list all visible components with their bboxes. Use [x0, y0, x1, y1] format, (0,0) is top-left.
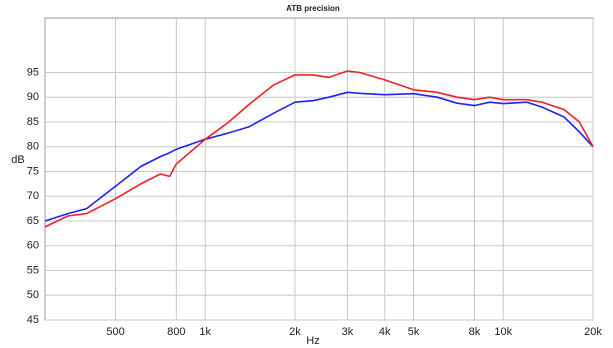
- y-tick-label: 90: [27, 91, 39, 103]
- y-axis-label: dB: [11, 154, 24, 166]
- x-tick-label: 8k: [469, 326, 481, 338]
- x-tick-label: 10k: [494, 326, 512, 338]
- x-tick-label: 2k: [289, 326, 301, 338]
- chart-title: ATB precision: [286, 4, 340, 13]
- y-tick-label: 45: [27, 314, 39, 326]
- x-tick-label: 4k: [379, 326, 391, 338]
- y-tick-label: 50: [27, 289, 39, 301]
- y-tick-label: 70: [27, 190, 39, 202]
- y-tick-label: 65: [27, 215, 39, 227]
- y-tick-label: 75: [27, 165, 39, 177]
- plot-frame: [44, 17, 594, 321]
- y-tick-label: 85: [27, 116, 39, 128]
- y-tick-label: 60: [27, 240, 39, 252]
- y-tick-label: 55: [27, 264, 39, 276]
- x-tick-label: 800: [167, 326, 185, 338]
- x-tick-label: 1k: [199, 326, 211, 338]
- x-tick-label: 20k: [584, 326, 602, 338]
- series-line: [44, 70, 594, 228]
- x-axis-label: Hz: [306, 335, 319, 347]
- x-tick-label: 5k: [408, 326, 420, 338]
- x-tick-label: 500: [106, 326, 124, 338]
- y-tick-label: 80: [27, 141, 39, 153]
- series-line: [44, 91, 594, 222]
- x-tick-label: 3k: [342, 326, 354, 338]
- y-tick-label: 95: [27, 66, 39, 78]
